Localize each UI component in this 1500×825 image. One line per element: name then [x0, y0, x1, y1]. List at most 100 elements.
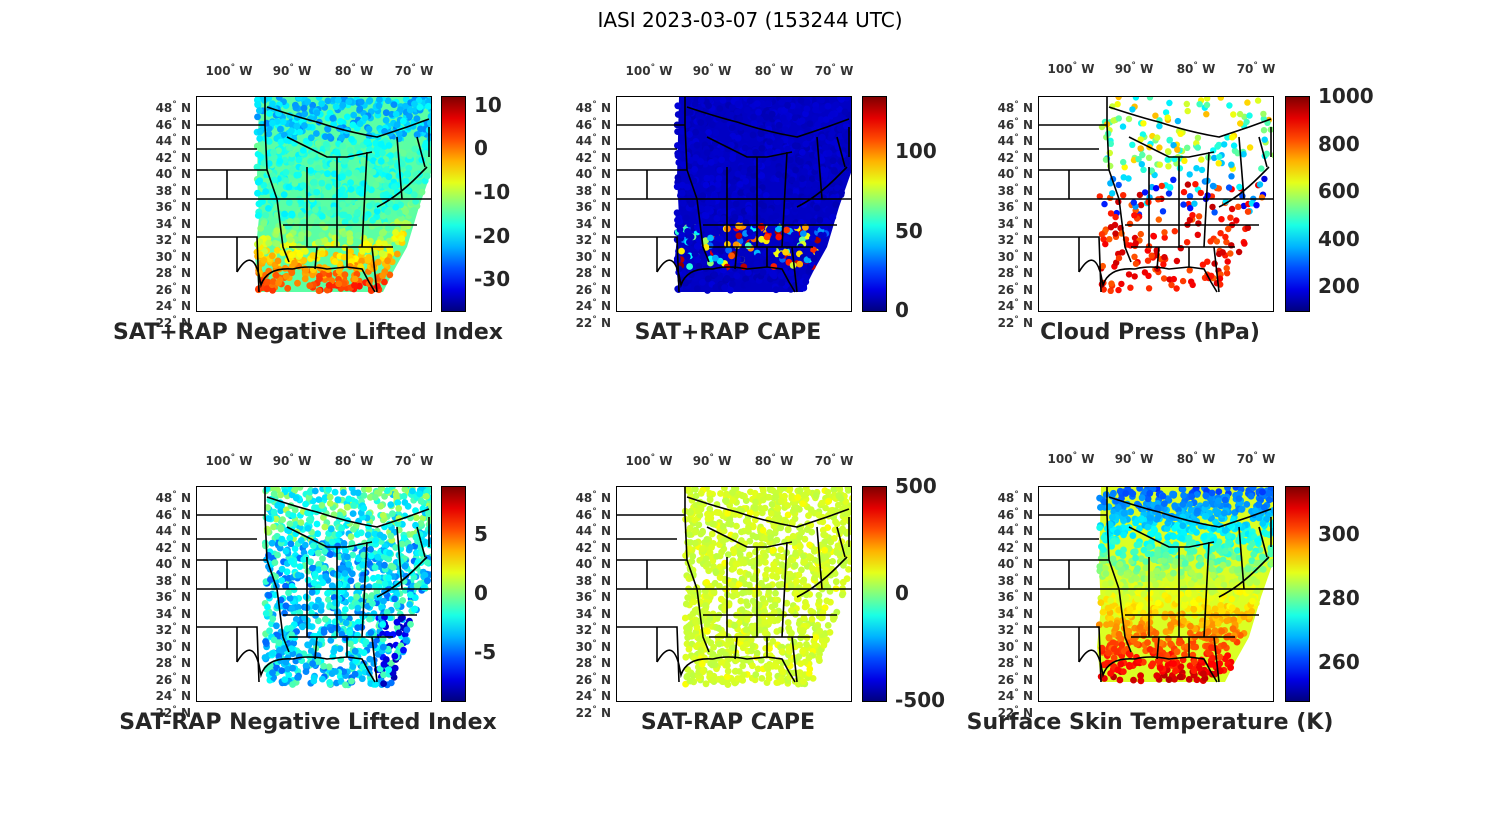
state-boundary: [416, 136, 426, 168]
observation-point: [786, 188, 794, 196]
observation-point: [253, 163, 261, 171]
observation-point: [716, 105, 724, 112]
observation-point: [341, 271, 349, 278]
latitude-label: 38° N: [155, 572, 191, 588]
observation-point: [785, 624, 793, 632]
observation-point: [676, 226, 684, 234]
latitude-label: 22° N: [575, 704, 611, 720]
observation-point: [830, 615, 837, 623]
observation-point: [702, 555, 710, 562]
observation-point: [272, 271, 280, 279]
latitude-label: 26° N: [575, 281, 611, 297]
observation-point: [759, 487, 766, 491]
observation-point: [366, 97, 374, 104]
observation-point: [360, 504, 368, 512]
observation-point: [763, 566, 771, 573]
observation-point: [1135, 156, 1142, 163]
observation-point: [718, 568, 725, 576]
observation-point: [758, 223, 765, 230]
observation-point: [340, 489, 347, 496]
observation-point: [836, 487, 843, 492]
latitude-label: 30° N: [575, 638, 611, 654]
observation-point: [423, 172, 431, 180]
observation-point: [288, 583, 296, 590]
observation-point: [1126, 220, 1134, 227]
observation-point: [365, 125, 373, 133]
observation-point: [726, 502, 734, 509]
observation-point: [792, 180, 800, 188]
observation-point: [753, 649, 761, 657]
observation-point: [1152, 112, 1159, 119]
observation-point: [356, 120, 364, 128]
observation-point: [1184, 107, 1191, 115]
state-boundary: [1106, 97, 1132, 263]
latitude-label: 30° N: [575, 248, 611, 264]
observation-point: [678, 127, 686, 135]
observation-point: [406, 601, 414, 608]
observation-point: [712, 284, 720, 291]
observation-point: [1168, 281, 1175, 289]
observation-point: [716, 563, 724, 571]
observation-point: [307, 558, 314, 566]
observation-point: [354, 209, 361, 216]
observation-point: [395, 505, 403, 512]
observation-point: [386, 549, 393, 557]
observation-point: [309, 564, 316, 572]
observation-point: [379, 512, 387, 519]
observation-point: [281, 210, 288, 218]
observation-point: [755, 108, 762, 116]
observation-point: [1235, 248, 1243, 256]
observation-point: [683, 183, 691, 191]
observation-point: [274, 551, 281, 559]
observation-point: [385, 574, 392, 582]
observation-point: [1217, 97, 1224, 101]
observation-point: [1192, 181, 1199, 188]
observation-point: [415, 97, 423, 104]
observation-point: [279, 516, 286, 523]
observation-point: [802, 140, 810, 148]
observation-point: [346, 230, 353, 238]
map-plot: [617, 487, 851, 688]
observation-point: [347, 179, 354, 187]
observation-point: [833, 549, 841, 556]
colorbar-tick-label: 0: [474, 136, 488, 161]
observation-point: [694, 641, 702, 649]
observation-point: [720, 266, 727, 274]
observation-point: [325, 281, 333, 289]
observation-point: [309, 252, 317, 259]
latitude-label: 38° N: [575, 182, 611, 198]
observation-point: [774, 133, 782, 141]
observation-point: [1260, 110, 1267, 118]
observation-point: [380, 660, 388, 668]
observation-point: [336, 511, 343, 519]
observation-point: [705, 129, 712, 136]
observation-point: [377, 157, 385, 165]
observation-point: [256, 135, 264, 142]
observation-point: [829, 213, 837, 221]
observation-point: [1106, 236, 1113, 243]
colorbar-tick-label: 5: [474, 521, 488, 546]
observation-point: [844, 487, 851, 494]
observation-point: [277, 125, 284, 133]
observation-point: [416, 490, 423, 498]
observation-point: [371, 494, 379, 501]
observation-point: [331, 645, 339, 652]
observation-point: [288, 269, 296, 277]
observation-point: [1236, 110, 1244, 118]
state-boundary: [236, 259, 294, 289]
observation-point: [752, 671, 760, 679]
observation-point: [1223, 270, 1231, 277]
observation-point: [1115, 254, 1123, 262]
observation-point: [400, 492, 408, 500]
observation-point: [746, 229, 754, 236]
observation-point: [674, 216, 681, 224]
observation-point: [278, 565, 286, 573]
observation-point: [798, 149, 806, 156]
observation-point: [1237, 120, 1244, 127]
latitude-label: 24° N: [575, 688, 611, 703]
observation-point: [271, 176, 278, 184]
observation-point: [350, 526, 357, 533]
observation-point: [411, 145, 419, 153]
state-boundary: [396, 136, 403, 200]
observation-point: [386, 200, 394, 208]
